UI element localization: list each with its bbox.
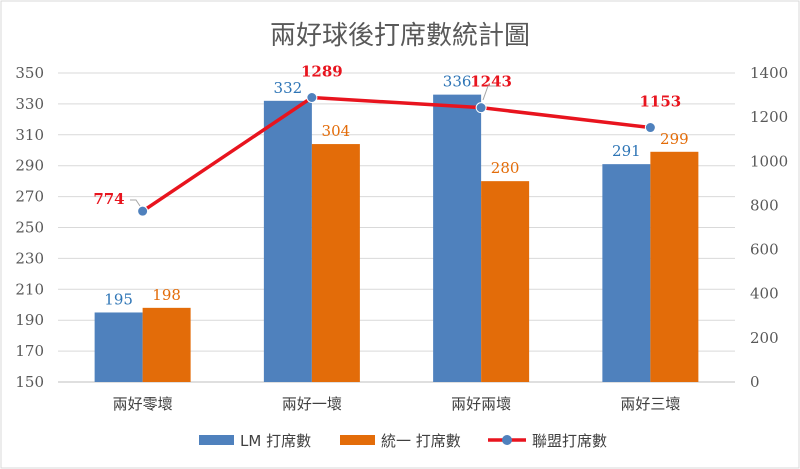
right-tick-label: 200: [750, 329, 779, 347]
right-tick-label: 400: [750, 285, 779, 303]
right-tick-label: 600: [750, 241, 779, 259]
league-data-label: 1243: [470, 73, 512, 91]
bar-data-label: 336: [443, 73, 472, 91]
league-point: [644, 122, 656, 134]
legend-swatch-uni: [340, 435, 375, 445]
bar-data-label: 291: [612, 142, 641, 160]
bar-data-label: 195: [104, 290, 133, 308]
league-line-path: [141, 95, 651, 213]
bar-uni-1: [311, 144, 360, 382]
left-tick-label: 270: [15, 188, 44, 206]
league-line: 774 1289 1243 1153: [93, 62, 682, 217]
category-label: 兩好兩壞: [451, 395, 511, 413]
category-label: 兩好零壞: [113, 395, 173, 413]
left-tick-label: 350: [15, 64, 44, 82]
category-label: 兩好一壞: [282, 395, 342, 413]
bar-lm-2: [433, 94, 482, 382]
bar-uni-3: [650, 151, 699, 382]
left-tick-label: 210: [15, 280, 44, 298]
left-tick-label: 230: [15, 249, 44, 267]
league-point: [306, 91, 318, 103]
left-tick-label: 290: [15, 157, 44, 175]
bar-data-label: 332: [274, 79, 303, 97]
league-point: [137, 205, 149, 217]
legend: LM 打席數 統一 打席數 聯盟打席數: [199, 432, 607, 450]
league-data-label: 774: [93, 190, 124, 208]
legend-label: LM 打席數: [240, 432, 311, 450]
left-tick-label: 150: [15, 373, 44, 391]
league-data-label: 1289: [301, 62, 343, 80]
left-tick-label: 250: [15, 219, 44, 237]
bar-uni-2: [481, 181, 530, 382]
bar-data-label: 198: [152, 286, 181, 304]
category-labels: 兩好零壞 兩好一壞 兩好兩壞 兩好三壞: [113, 395, 681, 413]
right-tick-label: 1200: [750, 108, 788, 126]
bar-data-label: 280: [491, 159, 520, 177]
category-label: 兩好三壞: [620, 395, 680, 413]
right-axis: 0 200 400 600 800 1000 1200 1400: [750, 64, 788, 391]
left-tick-label: 190: [15, 311, 44, 329]
bar-lm-3: [602, 164, 651, 382]
left-tick-label: 310: [15, 126, 44, 144]
bar-lm-0: [94, 312, 143, 382]
leader-line: [130, 199, 141, 207]
leader-line: [482, 85, 496, 101]
left-tick-label: 330: [15, 95, 44, 113]
legend-swatch-lm: [199, 435, 234, 445]
right-tick-label: 1400: [750, 64, 788, 82]
league-data-label: 1153: [640, 93, 682, 111]
bar-uni-0: [142, 307, 191, 382]
left-tick-label: 170: [15, 342, 44, 360]
right-tick-label: 0: [750, 373, 760, 391]
bar-data-label: 299: [660, 130, 689, 148]
right-tick-label: 1000: [750, 152, 788, 170]
chart-title: 兩好球後打席數統計圖: [270, 21, 530, 51]
left-axis: 150 170 190 210 230 250 270 290 310 330 350: [15, 64, 44, 391]
bar-data-label: 304: [322, 122, 351, 140]
bars: 195 332 336 291 198 304 280 299: [94, 73, 699, 382]
right-tick-label: 800: [750, 196, 779, 214]
bar-lm-1: [263, 100, 312, 382]
league-point: [475, 102, 487, 114]
legend-label: 統一 打席數: [381, 432, 461, 450]
legend-swatch-marker: [502, 435, 512, 445]
legend-label: 聯盟打席數: [532, 432, 607, 450]
